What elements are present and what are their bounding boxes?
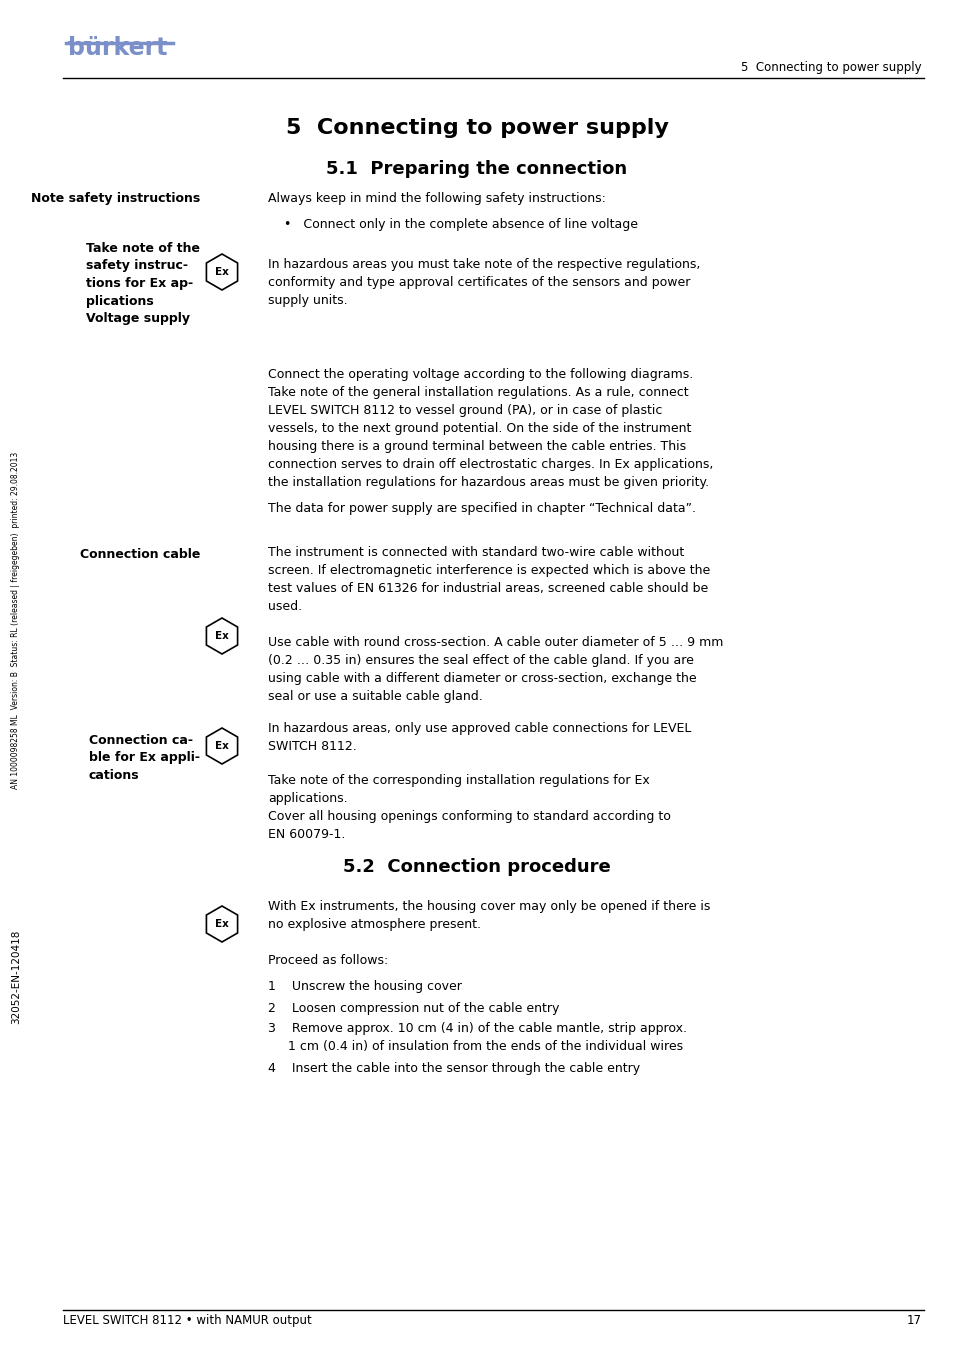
- Text: 1    Unscrew the housing cover: 1 Unscrew the housing cover: [268, 980, 461, 992]
- Text: Ex: Ex: [214, 741, 229, 751]
- Text: 5  Connecting to power supply: 5 Connecting to power supply: [740, 61, 921, 74]
- Text: LEVEL SWITCH 8112 • with NAMUR output: LEVEL SWITCH 8112 • with NAMUR output: [63, 1313, 312, 1327]
- Text: With Ex instruments, the housing cover may only be opened if there is
no explosi: With Ex instruments, the housing cover m…: [268, 900, 710, 932]
- Text: In hazardous areas you must take note of the respective regulations,
conformity : In hazardous areas you must take note of…: [268, 259, 700, 307]
- Text: 5  Connecting to power supply: 5 Connecting to power supply: [285, 118, 668, 138]
- Text: Ex: Ex: [214, 919, 229, 929]
- Text: The instrument is connected with standard two-wire cable without
screen. If elec: The instrument is connected with standar…: [268, 546, 709, 613]
- Text: In hazardous areas, only use approved cable connections for LEVEL
SWITCH 8112.: In hazardous areas, only use approved ca…: [268, 722, 691, 753]
- Text: Connection cable: Connection cable: [79, 548, 200, 561]
- Text: 32052-EN-120418: 32052-EN-120418: [11, 930, 21, 1024]
- Text: Take note of the corresponding installation regulations for Ex
applications.: Take note of the corresponding installat…: [268, 774, 649, 806]
- Text: 5.2  Connection procedure: 5.2 Connection procedure: [343, 858, 610, 876]
- Text: Proceed as follows:: Proceed as follows:: [268, 955, 388, 967]
- Text: Cover all housing openings conforming to standard according to
EN 60079-1.: Cover all housing openings conforming to…: [268, 810, 670, 841]
- Text: Always keep in mind the following safety instructions:: Always keep in mind the following safety…: [268, 192, 605, 204]
- Text: Connect the operating voltage according to the following diagrams.
Take note of : Connect the operating voltage according …: [268, 368, 713, 489]
- Text: Connection ca-
ble for Ex appli-
cations: Connection ca- ble for Ex appli- cations: [89, 734, 200, 783]
- Text: 3    Remove approx. 10 cm (4 in) of the cable mantle, strip approx.
     1 cm (0: 3 Remove approx. 10 cm (4 in) of the cab…: [268, 1022, 686, 1053]
- Text: 5.1  Preparing the connection: 5.1 Preparing the connection: [326, 160, 627, 177]
- Text: Ex: Ex: [214, 631, 229, 640]
- Text: 17: 17: [906, 1313, 921, 1327]
- Text: Ex: Ex: [214, 267, 229, 278]
- Text: Use cable with round cross-section. A cable outer diameter of 5 … 9 mm
(0.2 … 0.: Use cable with round cross-section. A ca…: [268, 636, 722, 703]
- Text: AN 1000098258 ML  Version: B  Status: RL (released | freigegeben)  printed: 29.0: AN 1000098258 ML Version: B Status: RL (…: [11, 451, 20, 788]
- Text: The data for power supply are specified in chapter “Technical data”.: The data for power supply are specified …: [268, 502, 696, 515]
- Text: Take note of the
safety instruc-
tions for Ex ap-
plications
Voltage supply: Take note of the safety instruc- tions f…: [86, 242, 200, 325]
- Text: 2    Loosen compression nut of the cable entry: 2 Loosen compression nut of the cable en…: [268, 1002, 558, 1016]
- FancyBboxPatch shape: [76, 41, 80, 45]
- Text: •   Connect only in the complete absence of line voltage: • Connect only in the complete absence o…: [284, 218, 638, 232]
- FancyBboxPatch shape: [84, 41, 88, 45]
- Text: Note safety instructions: Note safety instructions: [30, 192, 200, 204]
- FancyBboxPatch shape: [68, 41, 71, 45]
- Text: bürkert: bürkert: [68, 37, 168, 60]
- Text: 4    Insert the cable into the sensor through the cable entry: 4 Insert the cable into the sensor throu…: [268, 1062, 639, 1075]
